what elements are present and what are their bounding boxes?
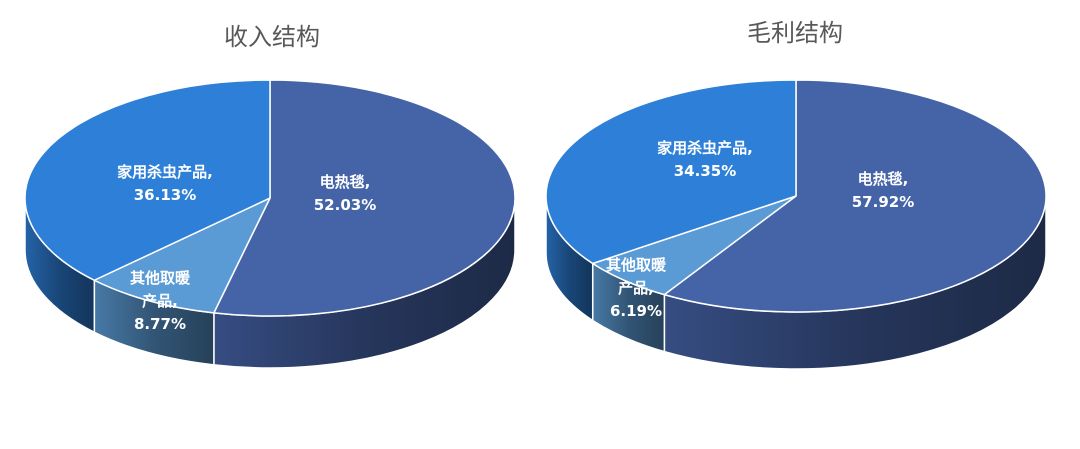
data-label-household-insecticide-products: 家用杀虫产品, 36.13% [117,163,213,204]
gross-profit-pie-top [545,79,1047,313]
gross-profit-structure-chart: 毛利结构 电热毯, 57.92% 其他取暖产品, 6.19% 家用杀虫产品, 34.35% [545,19,1047,370]
pie-slice-other-heating-products [93,197,271,314]
data-label-electric-blanket: 电热毯, 52.03% [314,173,376,214]
revenue-pie-top [24,79,516,317]
gross-profit-pie-side [545,195,1047,370]
pie-slice-electric-blanket [213,79,516,317]
pie-slice-electric-blanket [663,79,1047,313]
revenue-pie-side [24,197,516,369]
gross-profit-pie-labels: 电热毯, 57.92% 其他取暖产品, 6.19% 家用杀虫产品, 34.35% [606,139,914,320]
gross-profit-structure-title: 毛利结构 [747,19,843,47]
revenue-structure-title: 收入结构 [224,23,320,51]
data-label-other-heating-products: 其他取暖产品, 8.77% [130,269,191,333]
data-label-electric-blanket: 电热毯, 57.92% [852,170,914,211]
pie-slice-household-insecticide-products [545,79,797,265]
revenue-structure-chart: 收入结构 电热毯, 52.03% 其他取暖产品, 8.77% 家用杀虫产品, 36.13% [24,23,516,369]
revenue-pie-labels: 电热毯, 52.03% 其他取暖产品, 8.77% 家用杀虫产品, 36.13% [117,163,376,333]
pie-slice-household-insecticide-products [24,79,271,281]
data-label-household-insecticide-products: 家用杀虫产品, 34.35% [657,139,753,180]
data-label-other-heating-products: 其他取暖产品, 6.19% [606,256,667,320]
